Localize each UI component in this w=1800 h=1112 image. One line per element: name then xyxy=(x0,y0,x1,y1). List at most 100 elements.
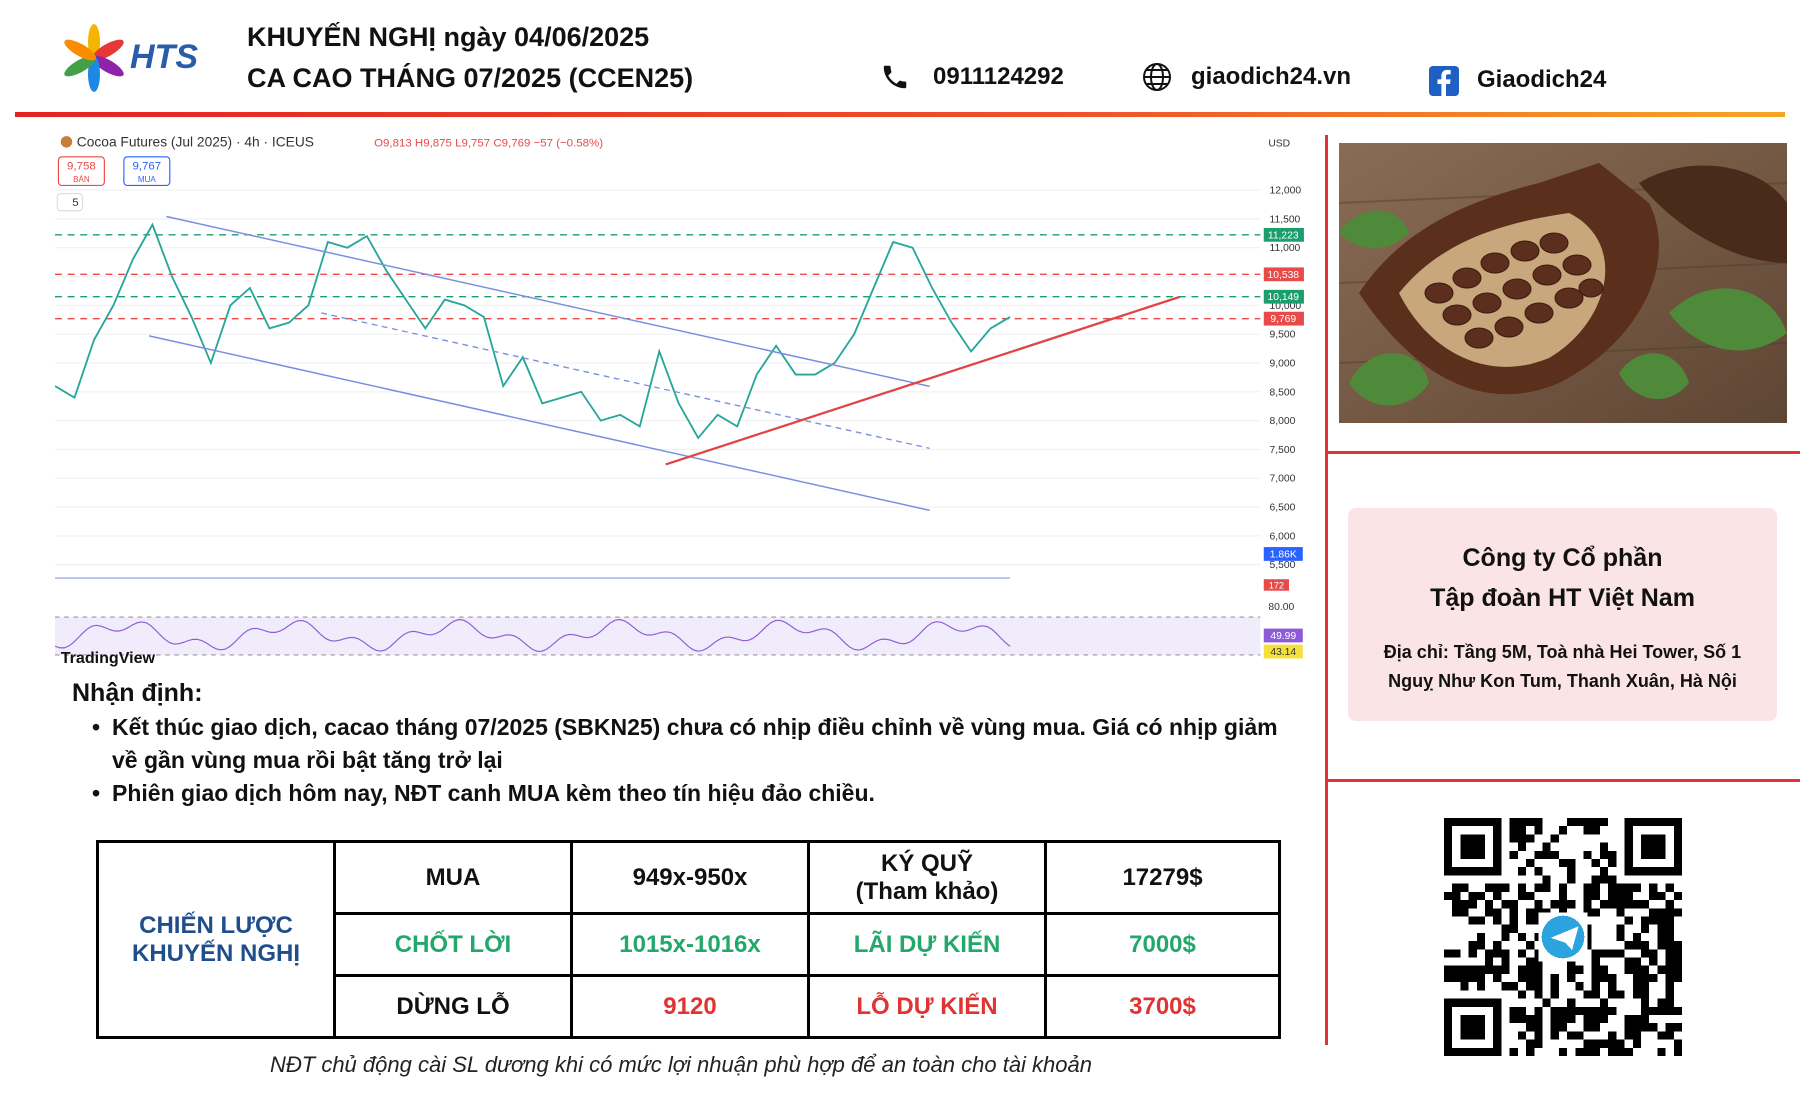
qr-module xyxy=(1649,1006,1658,1015)
qr-module xyxy=(1616,908,1625,917)
qr-module xyxy=(1608,883,1617,892)
y-tick-label: 5,500 xyxy=(1269,560,1295,571)
qr-module xyxy=(1632,1014,1641,1024)
qr-module xyxy=(1550,1014,1559,1024)
qr-module xyxy=(1657,891,1666,901)
qr-module xyxy=(1550,1031,1559,1040)
qr-module xyxy=(1468,949,1477,958)
qr-module xyxy=(1493,891,1502,901)
qr-module xyxy=(1599,850,1609,860)
strategy-table: CHIẾN LƯỢC KHUYẾN NGHỊ MUA 949x-950x KÝ Q… xyxy=(96,840,1281,1039)
qr-module xyxy=(1558,891,1568,901)
qr-module xyxy=(1624,1014,1633,1024)
indicator-box[interactable] xyxy=(56,192,84,212)
qr-module xyxy=(1501,949,1510,958)
analysis-heading: Nhận định: xyxy=(72,679,203,707)
qr-module xyxy=(1575,818,1584,827)
company-line: Công ty Cổ phần xyxy=(1462,544,1663,572)
qr-code[interactable] xyxy=(1444,818,1682,1056)
qr-module xyxy=(1517,826,1527,835)
y-tick-label: 12,000 xyxy=(1269,185,1301,196)
qr-module xyxy=(1575,1031,1584,1040)
qr-module xyxy=(1591,1023,1600,1032)
qr-module xyxy=(1632,932,1641,942)
qr-module xyxy=(1599,875,1609,884)
qr-module xyxy=(1591,875,1600,884)
phone-icon xyxy=(883,65,907,89)
cell: MUA xyxy=(333,840,573,915)
logo-text: HTS xyxy=(130,38,198,76)
buy-box[interactable] xyxy=(123,156,171,187)
qr-module xyxy=(1476,965,1486,974)
cell: 7000$ xyxy=(1044,912,1281,977)
qr-module xyxy=(1632,973,1641,983)
cell-text: (Tham khảo) xyxy=(855,877,999,905)
qr-module xyxy=(1608,982,1617,991)
qr-module xyxy=(1665,998,1674,1007)
qr-module xyxy=(1608,875,1617,884)
qr-module xyxy=(1452,891,1461,901)
qr-module xyxy=(1526,891,1535,901)
rsi-value: 49.99 xyxy=(1270,631,1296,642)
qr-module xyxy=(1534,1023,1543,1032)
qr-module xyxy=(1558,883,1568,892)
qr-module xyxy=(1583,1047,1592,1056)
cell: KÝ QUỸ (Tham khảo) xyxy=(807,840,1047,915)
company-line: Tập đoàn HT Việt Nam xyxy=(1430,584,1695,612)
y-tick-label: 7,000 xyxy=(1269,474,1295,485)
channel-top xyxy=(166,215,930,388)
qr-module xyxy=(1632,900,1641,909)
qr-module xyxy=(1583,818,1592,827)
qr-module xyxy=(1485,908,1494,917)
qr-module xyxy=(1526,818,1535,827)
qr-module xyxy=(1673,1006,1682,1015)
qr-module xyxy=(1558,1006,1568,1015)
price-level-box xyxy=(1263,289,1304,304)
qr-module xyxy=(1673,941,1682,950)
qr-module xyxy=(1509,818,1518,827)
qr-module xyxy=(1665,916,1674,925)
rsi-value-box xyxy=(1263,628,1303,643)
cell: 949x-950x xyxy=(570,840,810,915)
qr-module xyxy=(1624,965,1633,974)
qr-module xyxy=(1517,842,1527,851)
qr-module xyxy=(1673,949,1682,958)
y-tick-label: 11,000 xyxy=(1269,243,1300,254)
currency[interactable]: USD xyxy=(1268,138,1290,149)
qr-module xyxy=(1526,834,1535,843)
qr-module xyxy=(1640,1006,1650,1015)
cell: 1015x-1016x xyxy=(570,912,810,977)
qr-module xyxy=(1665,949,1674,958)
cell-text: KÝ QUỸ xyxy=(880,849,973,877)
qr-module xyxy=(1534,900,1543,909)
qr-module xyxy=(1665,990,1674,999)
volume-label-box xyxy=(1263,547,1303,561)
cell-text: KHUYẾN NGHỊ xyxy=(131,939,300,967)
sell-box[interactable] xyxy=(57,156,105,187)
qr-module xyxy=(1665,908,1674,917)
qr-module xyxy=(1476,973,1486,983)
qr-module xyxy=(1673,908,1682,917)
qr-module xyxy=(1468,916,1477,925)
company-card: Công ty Cổ phần Tập đoàn HT Việt Nam Địa … xyxy=(1348,508,1777,721)
qr-module xyxy=(1468,891,1477,901)
qr-module xyxy=(1575,1006,1584,1015)
qr-module xyxy=(1649,973,1658,983)
qr-module xyxy=(1575,965,1584,974)
qr-module xyxy=(1509,908,1518,917)
qr-module xyxy=(1608,900,1617,909)
qr-module xyxy=(1460,834,1486,860)
qr-module xyxy=(1542,998,1551,1007)
qr-module xyxy=(1608,891,1617,901)
qr-module xyxy=(1591,908,1600,917)
qr-module xyxy=(1534,1031,1543,1040)
qr-module xyxy=(1599,973,1609,983)
qr-module xyxy=(1632,982,1641,991)
qr-module xyxy=(1657,924,1666,933)
title-line: KHUYẾN NGHỊ ngày 04/06/2025 xyxy=(247,22,650,52)
qr-module xyxy=(1485,900,1494,909)
qr-module xyxy=(1624,1047,1633,1056)
qr-module xyxy=(1599,900,1609,909)
qr-module xyxy=(1501,900,1510,909)
qr-module xyxy=(1509,924,1518,933)
